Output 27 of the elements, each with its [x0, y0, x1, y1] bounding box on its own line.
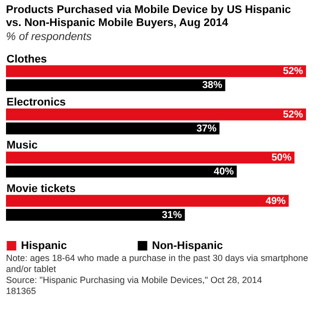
data-label: 31% [162, 210, 182, 221]
y-tick-label: Music [6, 140, 38, 152]
text: Note: ages 18-64 who made a purchase in the past 30 days via smartphone and/or tablet [6, 253, 310, 275]
bar [6, 166, 237, 178]
bar [6, 208, 185, 221]
bar [6, 79, 226, 92]
data-label: 52% [282, 66, 304, 78]
data-label: 49% [266, 196, 286, 207]
y-tick-label: Electronics [6, 96, 66, 108]
y-tick-label: Movie tickets [6, 182, 76, 195]
chart-subtitle: % of respondents [6, 31, 92, 43]
bar [6, 194, 289, 207]
bar [6, 122, 220, 134]
data-label: 40% [214, 166, 234, 178]
data-label: 38% [202, 80, 222, 92]
chart-title: Products Purchased via Mobile Device by US Hispanic vs. Non-Hispanic Mobile Buyers, Aug 2014 [6, 4, 291, 29]
source-note: Source: "Hispanic Purchasing via Mobile Devices," Oct 28, 2014 [6, 275, 264, 286]
data-label: 37% [196, 123, 217, 134]
y-tick-label: Clothes [6, 53, 47, 66]
data-label: 52% [282, 109, 304, 120]
bar [6, 108, 306, 120]
data-label: 50% [271, 152, 292, 164]
text: 181365 [6, 286, 38, 297]
bar [6, 65, 306, 78]
bar [6, 152, 294, 164]
legend-label: Hispanic [21, 240, 67, 252]
legend-label: Non-Hispanic [152, 240, 223, 252]
